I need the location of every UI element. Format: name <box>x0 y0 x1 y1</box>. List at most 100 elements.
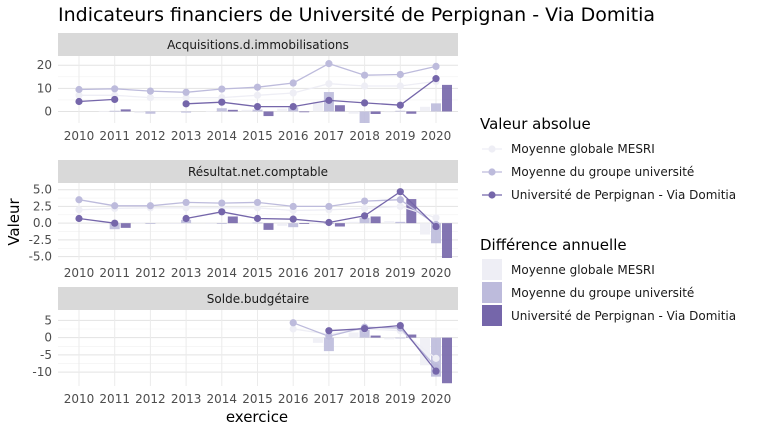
bar-moyenne-globale-mesri <box>98 110 109 112</box>
bar-moyenne-du-groupe-universite <box>359 111 370 123</box>
bar-moyenne-du-groupe-universite <box>216 223 227 224</box>
bar-moyenne-globale-mesri <box>241 109 252 112</box>
bar-moyenne-globale-mesri <box>348 332 359 338</box>
point-universite-de-perpignan-via-domitia <box>289 102 297 111</box>
x-tick-label: 2010 <box>64 266 95 280</box>
bar-moyenne-globale-mesri <box>312 101 323 112</box>
x-tick-label: 2020 <box>421 266 452 280</box>
point-universite-de-perpignan-via-domitia <box>361 99 369 107</box>
x-tick-label: 2020 <box>421 129 452 143</box>
point-universite-de-perpignan-via-domitia <box>325 218 333 227</box>
bar-universite-de-perpignan-via-domitia <box>370 216 381 224</box>
bar-moyenne-globale-mesri <box>312 222 323 224</box>
bar-universite-de-perpignan-via-domitia <box>299 223 310 224</box>
point-moyenne-du-groupe-universite <box>325 332 333 340</box>
y-tick-label: -5.0 <box>29 250 52 264</box>
bar-universite-de-perpignan-via-domitia <box>442 223 452 258</box>
bar-universite-de-perpignan-via-domitia <box>120 109 131 112</box>
bar-moyenne-du-groupe-universite <box>395 110 406 112</box>
point-universite-de-perpignan-via-domitia <box>396 101 404 109</box>
panel-title: Résultat.net.comptable <box>188 165 328 179</box>
point-universite-de-perpignan-via-domitia <box>289 215 297 223</box>
point-moyenne-du-groupe-universite <box>146 202 154 210</box>
point-universite-de-perpignan-via-domitia <box>182 100 190 108</box>
point-moyenne-globale-mesri <box>289 325 297 333</box>
point-moyenne-globale-mesri <box>432 354 440 362</box>
bar-universite-de-perpignan-via-domitia <box>370 335 381 338</box>
y-tick-label: 2.5 <box>33 199 52 213</box>
legend-line-title: Valeur absolue <box>480 115 591 133</box>
bar-moyenne-du-groupe-universite <box>323 337 334 352</box>
legend-bar-label: Moyenne du groupe université <box>511 286 694 300</box>
x-tick-label: 2018 <box>349 392 380 406</box>
point-universite-de-perpignan-via-domitia <box>182 214 190 223</box>
bar-universite-de-perpignan-via-domitia <box>406 334 417 338</box>
bar-moyenne-du-groupe-universite <box>288 223 299 228</box>
x-tick-label: 2014 <box>207 392 238 406</box>
bar-moyenne-globale-mesri <box>420 106 430 112</box>
bar-universite-de-perpignan-via-domitia <box>263 223 274 230</box>
legend-bar-keys: Moyenne globale MESRI Moyenne du groupe u… <box>482 259 736 326</box>
bar-moyenne-du-groupe-universite <box>252 222 263 224</box>
y-tick-label: -10 <box>32 365 52 379</box>
point-moyenne-globale-mesri <box>182 204 190 212</box>
x-tick-label: 2017 <box>314 392 345 406</box>
bar-moyenne-du-groupe-universite <box>395 337 406 339</box>
point-universite-de-perpignan-via-domitia <box>253 102 262 111</box>
point-moyenne-du-groupe-universite <box>361 71 369 79</box>
point-moyenne-du-groupe-universite <box>182 88 190 96</box>
point-universite-de-perpignan-via-domitia <box>218 208 226 216</box>
point-universite-de-perpignan-via-domitia <box>75 214 83 223</box>
point-moyenne-globale-mesri <box>432 214 440 222</box>
bar-moyenne-du-groupe-universite <box>431 223 441 244</box>
point-moyenne-du-groupe-universite <box>432 62 440 70</box>
bar-moyenne-du-groupe-universite <box>359 328 370 338</box>
point-moyenne-du-groupe-universite <box>289 202 297 211</box>
bar-universite-de-perpignan-via-domitia <box>334 223 345 227</box>
bar-universite-de-perpignan-via-domitia <box>442 84 452 112</box>
legend-bar-key <box>482 305 502 326</box>
x-tick-label: 2019 <box>385 266 416 280</box>
y-tick-label: 0 <box>44 331 52 345</box>
x-tick-label: 2019 <box>385 392 416 406</box>
bar-moyenne-globale-mesri <box>384 337 395 340</box>
point-universite-de-perpignan-via-domitia <box>218 98 226 106</box>
bar-universite-de-perpignan-via-domitia <box>263 111 274 117</box>
x-tick-label: 2014 <box>207 129 238 143</box>
point-moyenne-globale-mesri <box>146 93 154 102</box>
point-universite-de-perpignan-via-domitia <box>75 97 83 106</box>
bar-moyenne-globale-mesri <box>312 337 323 343</box>
point-moyenne-globale-mesri <box>182 93 190 102</box>
panel-solde-budgetaire: Solde.budgétaire -10 -5 0 5 2010 2011 2012 2013 2… <box>32 287 458 406</box>
bar-moyenne-du-groupe-universite <box>252 109 263 112</box>
point-moyenne-du-groupe-universite <box>182 198 190 207</box>
point-moyenne-du-groupe-universite <box>325 60 333 68</box>
point-moyenne-globale-mesri <box>253 91 262 99</box>
legend-bar-key <box>482 259 502 280</box>
point-moyenne-du-groupe-universite <box>146 87 154 95</box>
bar-universite-de-perpignan-via-domitia <box>120 223 131 228</box>
point-universite-de-perpignan-via-domitia <box>396 321 404 330</box>
legend-bar-label: Moyenne globale MESRI <box>511 263 655 277</box>
panel-strip <box>58 33 458 56</box>
point-universite-de-perpignan-via-domitia <box>361 325 369 333</box>
point-universite-de-perpignan-via-domitia <box>325 96 333 104</box>
legend-line-label: Moyenne globale MESRI <box>511 142 655 156</box>
point-universite-de-perpignan-via-domitia <box>432 367 440 375</box>
x-tick-label: 2014 <box>207 266 238 280</box>
point-universite-de-perpignan-via-domitia <box>432 75 440 83</box>
bar-moyenne-du-groupe-universite <box>395 221 406 224</box>
x-tick-label: 2018 <box>349 129 380 143</box>
panel-strip <box>58 160 458 183</box>
line-universite-de-perpignan-via-domitia <box>78 78 437 108</box>
point-moyenne-du-groupe-universite <box>218 199 226 207</box>
bar-universite-de-perpignan-via-domitia <box>227 109 238 112</box>
point-moyenne-du-groupe-universite <box>111 85 119 93</box>
y-tick-label: 0.0 <box>33 216 52 230</box>
x-tick-label: 2017 <box>314 129 345 143</box>
bar-moyenne-globale-mesri <box>420 337 430 366</box>
y-tick-label: 10 <box>37 81 52 95</box>
point-moyenne-du-groupe-universite <box>218 85 226 93</box>
bar-universite-de-perpignan-via-domitia <box>442 337 452 384</box>
